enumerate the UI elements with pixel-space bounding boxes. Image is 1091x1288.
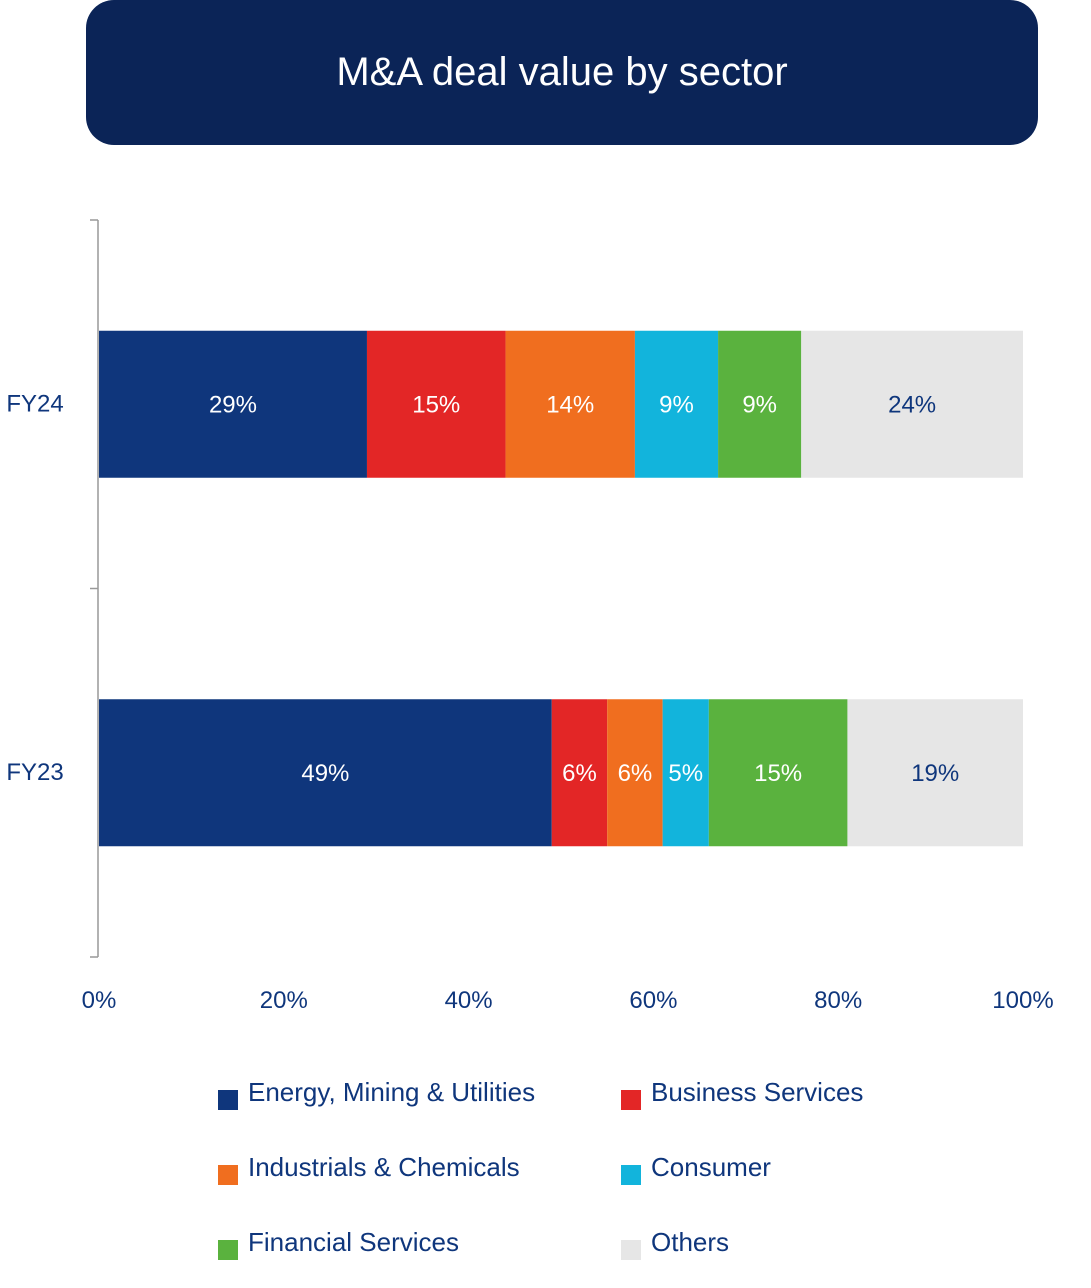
legend-swatch — [621, 1165, 641, 1185]
legend-label: Consumer — [651, 1152, 771, 1182]
legend-label: Energy, Mining & Utilities — [248, 1077, 535, 1107]
bar-segment — [801, 330, 1023, 478]
bar-segment — [607, 699, 663, 847]
legend-label: Financial Services — [248, 1227, 459, 1257]
x-tick-label: 60% — [629, 987, 677, 1014]
data-label: 9% — [742, 391, 777, 418]
data-label: 19% — [911, 760, 959, 787]
bar-segment — [718, 330, 802, 478]
data-label: 6% — [562, 760, 597, 787]
bar-segment — [662, 699, 709, 847]
bar-segment — [847, 699, 1023, 847]
chart-title: M&A deal value by sector — [336, 50, 788, 94]
data-label: 15% — [754, 760, 802, 787]
bar-segment — [551, 699, 608, 847]
data-label: 29% — [209, 391, 257, 418]
data-label: 49% — [301, 760, 349, 787]
data-label: 9% — [659, 391, 694, 418]
bar-segment — [99, 330, 367, 478]
legend-swatch — [218, 1240, 238, 1260]
chart-title-banner: M&A deal value by sector — [86, 0, 1038, 145]
legend-swatch — [621, 1090, 641, 1110]
data-label: 14% — [546, 391, 594, 418]
bar-segment — [634, 330, 719, 478]
x-tick-label: 40% — [445, 987, 493, 1014]
x-tick-label: 100% — [992, 987, 1053, 1014]
bar-segment — [505, 330, 635, 478]
x-tick-label: 0% — [82, 987, 117, 1014]
legend-swatch — [218, 1090, 238, 1110]
bar-segment — [366, 330, 506, 478]
data-label: 6% — [618, 760, 653, 787]
legend-swatch — [218, 1165, 238, 1185]
x-tick-label: 20% — [260, 987, 308, 1014]
data-label: 5% — [668, 760, 703, 787]
legend-swatch — [621, 1240, 641, 1260]
legend-label: Business Services — [651, 1077, 863, 1107]
data-label: 24% — [888, 391, 936, 418]
x-tick-label: 80% — [814, 987, 862, 1014]
legend-label: Others — [651, 1227, 729, 1257]
bar-segment — [708, 699, 848, 847]
category-label-FY23: FY23 — [6, 759, 63, 786]
legend-label: Industrials & Chemicals — [248, 1152, 520, 1182]
category-label-FY24: FY24 — [6, 390, 63, 417]
bar-segment — [99, 699, 552, 847]
data-label: 15% — [412, 391, 460, 418]
